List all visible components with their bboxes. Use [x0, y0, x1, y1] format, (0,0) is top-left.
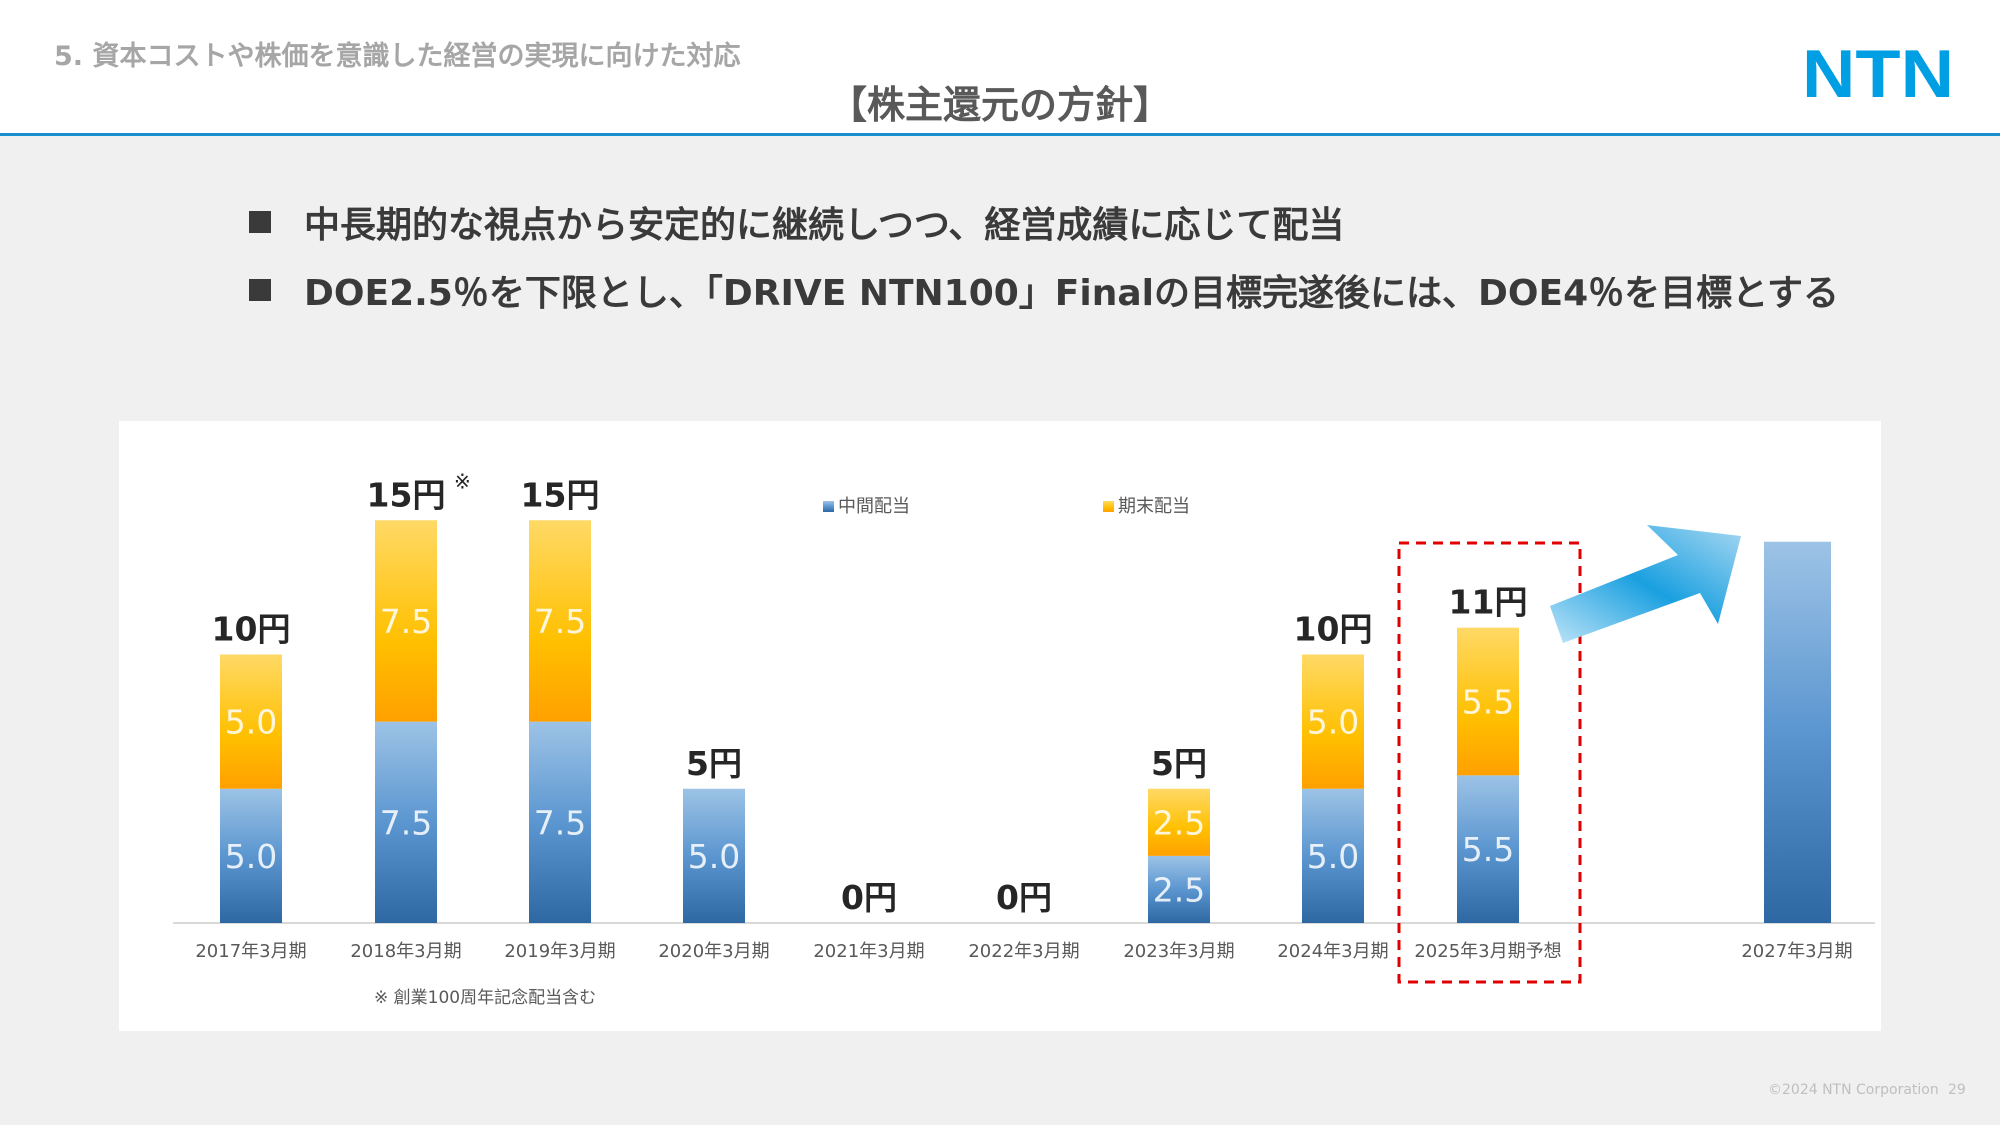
- highlight-box: [1397, 541, 1582, 984]
- segment-label: 5.0: [225, 703, 277, 742]
- footnote: ※ 創業100周年記念配当含む: [374, 987, 596, 1008]
- category-label: 2023年3月期: [1123, 941, 1234, 962]
- category-label: 2024年3月期: [1277, 941, 1388, 962]
- bullet-text: 中長期的な視点から安定的に継続しつつ、経営成績に応じて配当: [304, 205, 1345, 246]
- total-label: 5円: [1151, 744, 1207, 783]
- segment-label: 7.5: [534, 803, 586, 842]
- total-label: 15円: [521, 475, 600, 514]
- bar-interim: [1302, 788, 1364, 923]
- legend-swatch-final: [1103, 501, 1114, 512]
- page-title: 【株主還元の方針】: [828, 83, 1171, 127]
- total-label: 15円: [367, 475, 446, 514]
- legend: 中間配当 期末配当: [823, 496, 1190, 517]
- bar-interim: [375, 721, 437, 923]
- bar-interim: [1148, 855, 1210, 923]
- copyright: ©2024 NTN Corporation: [1768, 1082, 1939, 1098]
- bar-final: [1302, 654, 1364, 789]
- legend-swatch-interim: [823, 501, 834, 512]
- square-bullet-icon: [249, 279, 271, 301]
- bar-final: [1148, 788, 1210, 856]
- total-label: 0円: [841, 878, 897, 917]
- segment-label: 5.5: [1462, 682, 1514, 721]
- category-label: 2018年3月期: [350, 941, 461, 962]
- total-label: 11円: [1449, 583, 1528, 622]
- bar-interim: [683, 788, 745, 923]
- page-number: 29: [1948, 1082, 1966, 1098]
- svg-text:NTN: NTN: [1802, 42, 1954, 102]
- bullet-item: DOE2.5％を下限とし、「DRIVE NTN100」Finalの目標完遂後には…: [249, 256, 1839, 324]
- bar-final: [529, 520, 591, 722]
- total-label: 5円: [686, 744, 742, 783]
- ntn-logo: NTN: [1802, 42, 1954, 102]
- bar-interim: [1457, 775, 1519, 923]
- section-title: 5. 資本コストや株価を意識した経営の実現に向けた対応: [54, 41, 741, 72]
- segment-label: 5.0: [688, 837, 740, 876]
- segment-label: 5.0: [1307, 703, 1359, 742]
- category-label: 2019年3月期: [504, 941, 615, 962]
- bullet-item: 中長期的な視点から安定的に継続しつつ、経営成績に応じて配当: [249, 188, 1839, 256]
- category-label: 2020年3月期: [658, 941, 769, 962]
- segment-label: 5.0: [1307, 837, 1359, 876]
- policy-bullets: 中長期的な視点から安定的に継続しつつ、経営成績に応じて配当 DOE2.5％を下限…: [249, 188, 1839, 324]
- bar-interim: [529, 721, 591, 923]
- header: 5. 資本コストや株価を意識した経営の実現に向けた対応 【株主還元の方針】 NT…: [0, 0, 2000, 136]
- bullet-text: DOE2.5％を下限とし、「DRIVE NTN100」Finalの目標完遂後には…: [304, 273, 1840, 314]
- segment-label: 5.0: [225, 837, 277, 876]
- growth-arrow-icon: [1550, 525, 1741, 643]
- total-label: 10円: [1294, 610, 1373, 649]
- category-label: 2017年3月期: [195, 941, 306, 962]
- total-label: 10円: [212, 610, 291, 649]
- segment-label: 2.5: [1153, 803, 1205, 842]
- segment-label: 7.5: [380, 803, 432, 842]
- segment-label: 7.5: [534, 602, 586, 641]
- bar-interim: [220, 788, 282, 923]
- square-bullet-icon: [249, 211, 271, 233]
- total-note: ※: [454, 469, 471, 493]
- category-label: 2027年3月期: [1741, 941, 1852, 962]
- segment-label: 7.5: [380, 602, 432, 641]
- category-label: 2021年3月期: [813, 941, 924, 962]
- category-label: 2025年3月期予想: [1414, 941, 1561, 962]
- segment-label: 2.5: [1153, 870, 1205, 909]
- bar-final: [375, 520, 437, 722]
- total-label: 0円: [996, 878, 1052, 917]
- segment-label: 5.5: [1462, 830, 1514, 869]
- bar-final: [220, 654, 282, 789]
- bar-final: [1457, 627, 1519, 776]
- legend-label-interim: 中間配当: [838, 496, 910, 517]
- legend-label-final: 期末配当: [1118, 496, 1190, 517]
- category-label: 2022年3月期: [968, 941, 1079, 962]
- target-bar: [1764, 541, 1831, 923]
